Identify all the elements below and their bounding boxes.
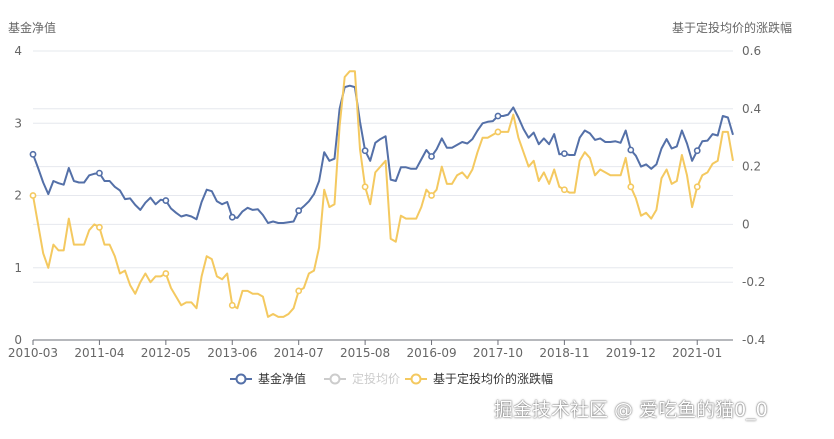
series-marker [29,150,37,158]
legend-marker [329,373,341,385]
series-marker [560,186,568,194]
y-left-tick-label: 3 [14,116,22,130]
x-tick-label: 2013-06 [207,346,257,360]
x-tick-label: 2015-08 [340,346,390,360]
legend-label: 基于定投均价的涨跌幅 [433,371,553,386]
series-marker [96,223,103,231]
series-marker [361,183,369,191]
y-left-tick-label: 2 [14,189,22,203]
x-tick-label: 2016-09 [406,346,456,360]
series-marker [627,146,635,154]
x-tick-label: 2014-07 [274,346,324,360]
watermark-text: 掘金技术社区 @ 爱吃鱼的猫0_0 [494,399,768,421]
legend-label: 基金净值 [258,371,306,386]
y-right-tick-label: 0 [742,217,750,231]
series-marker [29,192,37,199]
y-right-tick-label: 0.6 [742,44,761,58]
y-left-tick-label: 4 [14,44,22,58]
x-tick-label: 2012-05 [141,346,191,360]
x-tick-label: 2011-04 [74,346,124,360]
series-marker [295,287,303,295]
y-right-tick-label: 0.4 [742,102,761,116]
series-marker [96,169,103,177]
series-marker [693,183,701,191]
x-tick-label: 2017-10 [473,346,523,360]
series-marker [228,213,236,221]
legend-marker [235,373,247,385]
x-tick-label: 2018-11 [539,346,589,360]
series-marker [228,301,236,309]
series-marker [494,112,502,120]
y-left-axis-title: 基金净值 [8,20,56,35]
series-marker [162,197,170,204]
x-tick-label: 2010-03 [8,346,58,360]
series-marker [693,147,701,155]
y-right-tick-label: 0.2 [742,160,761,174]
y-left-tick-label: 0 [14,333,22,347]
x-tick-label: 2021-01 [672,346,722,360]
legend-label: 定投均价 [352,371,400,386]
series-marker [428,192,435,199]
series-line [32,84,734,224]
series-marker [494,128,502,136]
y-left-tick-label: 1 [14,261,22,275]
series-marker [361,147,369,155]
x-tick-label: 2019-12 [606,346,656,360]
series-marker [627,183,635,191]
legend-marker [410,373,422,385]
series-marker [560,150,568,157]
series-marker [162,270,170,277]
y-right-tick-label: -0.2 [742,275,765,289]
y-right-axis-title: 基于定投均价的涨跌幅 [672,20,792,35]
y-right-tick-label: -0.4 [742,333,765,347]
series-marker [428,153,435,160]
series-line [32,70,734,318]
series-marker [295,207,303,215]
